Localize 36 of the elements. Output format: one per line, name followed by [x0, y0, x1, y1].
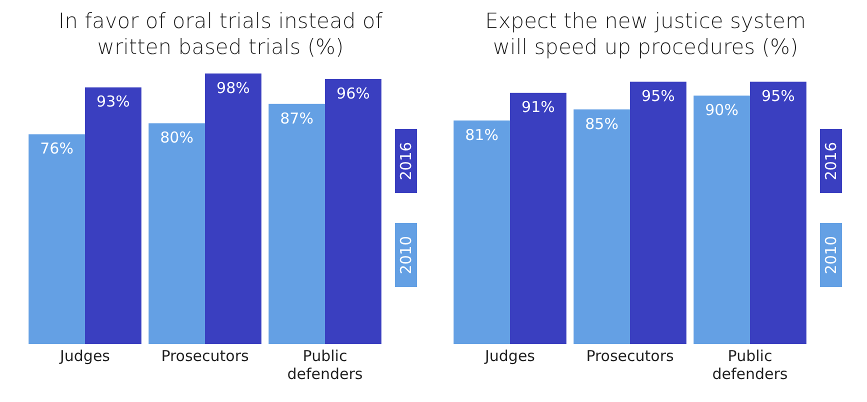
bar: [148, 123, 204, 344]
bar: [453, 120, 510, 344]
data-label: 90%: [704, 100, 738, 119]
x-tick-label: Prosecutors: [160, 346, 248, 365]
data-label: 91%: [521, 98, 554, 116]
x-tick-label: Prosecutors: [586, 346, 674, 365]
text: 2016: [822, 142, 840, 180]
text: 2010: [822, 236, 840, 274]
data-label: 95%: [641, 87, 674, 106]
x-tick-label: Public defenders: [286, 346, 362, 383]
data-label: 81%: [464, 126, 498, 144]
bar: [28, 134, 84, 344]
text: 2010: [396, 236, 414, 274]
bar: [693, 96, 750, 344]
data-label: 87%: [280, 109, 313, 128]
bar: [324, 79, 381, 344]
data-label: 80%: [160, 128, 193, 147]
bar: [204, 74, 261, 344]
text: 2016: [396, 142, 414, 180]
bar: [510, 92, 566, 344]
data-label: 76%: [40, 140, 73, 158]
x-tick-label: Judges: [483, 346, 535, 365]
bar: [268, 104, 324, 344]
chart-title: Expect the new justice system will speed up procedures (%): [484, 8, 807, 61]
data-label: 96%: [336, 84, 370, 102]
bar: [573, 109, 630, 344]
chart-title: In favor of oral trials instead of written based trials (%): [57, 8, 384, 61]
data-label: 93%: [96, 92, 130, 111]
x-tick-label: Judges: [58, 346, 110, 365]
bar: [630, 82, 686, 344]
data-label: 95%: [761, 87, 794, 106]
data-label: 85%: [584, 114, 618, 133]
bar: [750, 82, 806, 344]
bar: [84, 87, 141, 344]
data-label: 98%: [216, 78, 250, 97]
x-tick-label: Public defenders: [712, 346, 788, 383]
